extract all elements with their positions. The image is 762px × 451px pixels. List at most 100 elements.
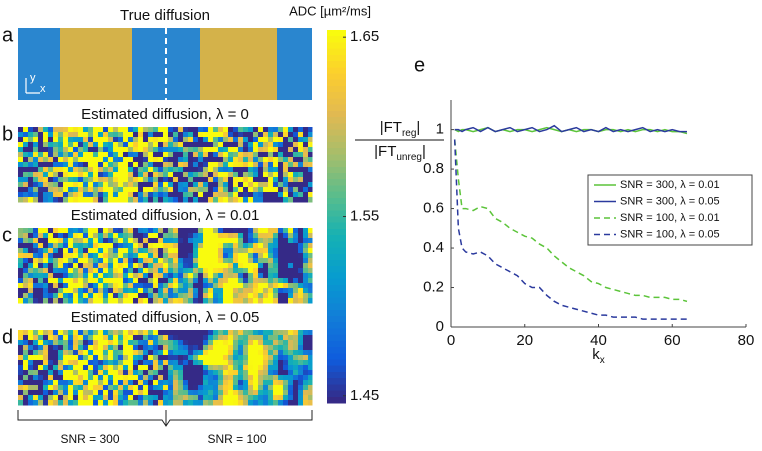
pixel (48, 350, 54, 356)
pixel (203, 197, 209, 203)
pixel (58, 330, 64, 336)
pixel (168, 142, 174, 148)
pixel (78, 187, 84, 193)
pixel (268, 243, 274, 249)
pixel (83, 390, 89, 396)
pixel (143, 365, 149, 371)
pixel (113, 233, 119, 239)
pixel (158, 152, 164, 158)
pixel (88, 157, 94, 163)
pixel (113, 365, 119, 371)
pixel (23, 298, 29, 304)
pixel (258, 340, 264, 346)
pixel (98, 127, 104, 133)
pixel (58, 197, 64, 203)
pixel (148, 375, 154, 381)
pixel (63, 228, 69, 234)
pixel (168, 298, 174, 304)
colorbar-cell (327, 79, 346, 87)
pixel (298, 192, 304, 198)
pixel (278, 278, 284, 284)
pixel (43, 340, 49, 346)
pixel (58, 157, 64, 163)
pixel (253, 177, 259, 183)
pixel (138, 233, 144, 239)
pixel (288, 132, 294, 138)
pixel (143, 172, 149, 178)
pixel (243, 187, 249, 193)
pixel (63, 395, 69, 401)
pixel (178, 365, 184, 371)
pixel (153, 253, 159, 259)
pixel (78, 177, 84, 183)
pixel (123, 132, 129, 138)
pixel (198, 278, 204, 284)
pixel (293, 258, 299, 264)
pixel (278, 268, 284, 274)
pixel (18, 248, 24, 254)
pixel (28, 142, 34, 148)
pixel (223, 192, 229, 198)
panel-title: Estimated diffusion, λ = 0.01 (71, 207, 260, 224)
pixel (108, 248, 114, 254)
colorbar-tick-label: 1.55 (350, 207, 379, 224)
pixel (173, 335, 179, 341)
pixel (48, 355, 54, 361)
pixel (43, 400, 49, 406)
pixel (308, 370, 313, 376)
pixel (258, 278, 264, 284)
pixel (148, 365, 154, 371)
pixel (263, 400, 269, 406)
pixel (18, 395, 24, 401)
pixel (138, 187, 144, 193)
pixel (248, 350, 254, 356)
pixel (148, 400, 154, 406)
pixel (228, 177, 234, 183)
pixel (118, 335, 124, 341)
pixel (278, 330, 284, 336)
pixel (203, 380, 209, 386)
pixel (38, 167, 44, 173)
pixel (158, 395, 164, 401)
pixel (218, 335, 224, 341)
pixel (158, 167, 164, 173)
pixel (198, 142, 204, 148)
pixel (258, 248, 264, 254)
pixel (158, 330, 164, 336)
pixel (33, 380, 39, 386)
pixel (63, 132, 69, 138)
pixel (138, 177, 144, 183)
pixel (18, 228, 24, 234)
pixel (248, 283, 254, 289)
pixel (53, 385, 59, 391)
pixel (148, 197, 154, 203)
colorbar-cell (327, 172, 346, 180)
pixel (123, 258, 129, 264)
pixel (93, 330, 99, 336)
pixel (308, 177, 313, 183)
pixel (178, 142, 184, 148)
colorbar-cell (327, 284, 346, 292)
pixel (168, 350, 174, 356)
pixel (198, 293, 204, 299)
pixel (288, 385, 294, 391)
pixel (303, 283, 309, 289)
pixel (278, 345, 284, 351)
pixel (78, 172, 84, 178)
pixel (38, 345, 44, 351)
pixel (258, 253, 264, 259)
pixel (233, 375, 239, 381)
pixel (113, 385, 119, 391)
pixel (218, 278, 224, 284)
pixel (63, 238, 69, 244)
pixel (273, 132, 279, 138)
colorbar-cell (327, 222, 346, 230)
pixel (83, 157, 89, 163)
pixel (128, 238, 134, 244)
pixel (38, 228, 44, 234)
pixel (223, 375, 229, 381)
pixel (203, 127, 209, 133)
pixel (68, 335, 74, 341)
pixel (43, 380, 49, 386)
pixel (283, 248, 289, 254)
